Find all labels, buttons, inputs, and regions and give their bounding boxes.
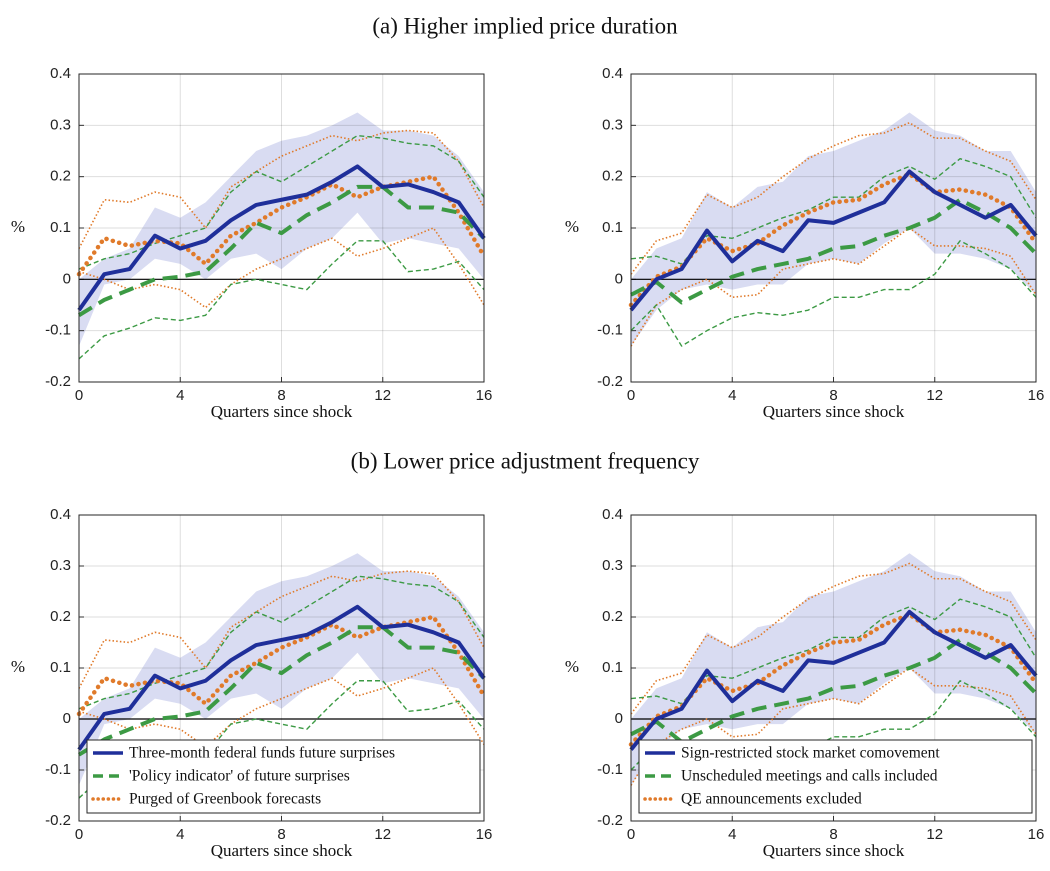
series-line [630, 158, 1037, 265]
series-line [76, 614, 487, 717]
y-axis-label: % [11, 217, 25, 236]
legend-label: Unscheduled meetings and calls included [681, 768, 938, 785]
x-tick-label: 12 [926, 826, 943, 843]
series-line [630, 667, 1037, 786]
legend-box [86, 739, 481, 814]
confidence-band [79, 112, 484, 347]
y-axis-label: % [565, 217, 579, 236]
y-tick-label: 0 [63, 270, 71, 287]
series-line [78, 227, 485, 309]
section-title: (b) Lower price adjustment frequency [351, 448, 700, 473]
axes-box [630, 73, 1037, 383]
series-line [78, 667, 485, 748]
series-line [630, 637, 1038, 744]
x-axis-label: Quarters since shock [763, 841, 905, 860]
y-tick-label: 0.4 [602, 65, 623, 82]
x-tick-label: 16 [1028, 387, 1045, 404]
y-tick-label: -0.1 [597, 761, 623, 778]
y-tick-label: 0 [63, 710, 71, 727]
series-line [629, 169, 1038, 312]
confidence-band [631, 553, 1036, 786]
axes-box [78, 514, 485, 822]
x-tick-label: 4 [728, 826, 736, 843]
y-tick-label: 0.2 [50, 608, 71, 625]
series-line [630, 227, 1037, 347]
confidence-band [79, 553, 484, 786]
x-tick-label: 16 [476, 826, 493, 843]
series-line [629, 609, 1038, 751]
y-tick-label: 0.4 [602, 506, 623, 523]
series-line [628, 612, 1039, 747]
x-tick-label: 16 [476, 387, 493, 404]
y-tick-label: -0.1 [597, 322, 623, 339]
series-line [78, 240, 485, 360]
x-axis-label: Quarters since shock [763, 402, 905, 421]
x-tick-label: 12 [926, 387, 943, 404]
y-tick-label: 0.1 [50, 659, 71, 676]
y-tick-label: 0.1 [602, 219, 623, 236]
y-tick-label: -0.2 [597, 373, 623, 390]
section-title: (a) Higher implied price duration [372, 13, 678, 38]
axes-box [630, 514, 1037, 822]
x-tick-label: 8 [277, 387, 285, 404]
y-tick-label: -0.1 [45, 761, 71, 778]
y-tick-label: -0.2 [45, 812, 71, 829]
y-tick-label: 0 [615, 710, 623, 727]
legend-label: Three-month federal funds future surpris… [129, 745, 395, 762]
x-tick-label: 16 [1028, 826, 1045, 843]
legend-label: Purged of Greenbook forecasts [129, 791, 321, 808]
series-line [630, 598, 1037, 705]
x-tick-label: 0 [75, 826, 83, 843]
x-tick-label: 8 [829, 387, 837, 404]
series-line [630, 197, 1038, 305]
x-axis-label: Quarters since shock [211, 841, 353, 860]
x-tick-label: 4 [176, 387, 184, 404]
series-line [628, 171, 1039, 308]
x-tick-label: 8 [277, 826, 285, 843]
y-tick-label: -0.2 [45, 373, 71, 390]
x-tick-label: 0 [627, 387, 635, 404]
x-tick-label: 4 [728, 387, 736, 404]
axes-box [78, 73, 485, 383]
y-axis-label: % [565, 657, 579, 676]
series-line [78, 134, 485, 270]
y-tick-label: -0.1 [45, 322, 71, 339]
x-tick-label: 8 [829, 826, 837, 843]
series-line [76, 174, 487, 277]
confidence-band [631, 112, 1036, 347]
x-tick-label: 4 [176, 826, 184, 843]
y-tick-label: 0.1 [602, 659, 623, 676]
series-line [77, 625, 486, 757]
series-line [78, 575, 485, 710]
y-tick-label: 0.3 [602, 557, 623, 574]
y-tick-label: 0.3 [50, 557, 71, 574]
y-tick-label: 0.3 [602, 116, 623, 133]
y-axis-label: % [11, 657, 25, 676]
series-line [77, 164, 486, 312]
y-tick-label: 0.2 [602, 168, 623, 185]
x-tick-label: 12 [374, 826, 391, 843]
x-tick-label: 0 [75, 387, 83, 404]
x-tick-label: 0 [627, 826, 635, 843]
x-tick-label: 12 [374, 387, 391, 404]
legend-label: Sign-restricted stock market comovement [681, 745, 940, 762]
x-axis-label: Quarters since shock [211, 402, 353, 421]
y-tick-label: 0.2 [50, 168, 71, 185]
y-tick-label: 0.4 [50, 506, 71, 523]
series-line [630, 240, 1037, 347]
series-line [77, 184, 486, 317]
y-tick-label: 0.2 [602, 608, 623, 625]
y-tick-label: 0.4 [50, 65, 71, 82]
series-line [77, 604, 486, 751]
legend-label: 'Policy indicator' of future surprises [129, 768, 350, 785]
y-tick-label: 0 [615, 270, 623, 287]
y-tick-label: -0.2 [597, 812, 623, 829]
legend-label: QE announcements excluded [681, 791, 862, 808]
y-tick-label: 0.3 [50, 116, 71, 133]
legend-box [638, 739, 1033, 814]
y-tick-label: 0.1 [50, 219, 71, 236]
